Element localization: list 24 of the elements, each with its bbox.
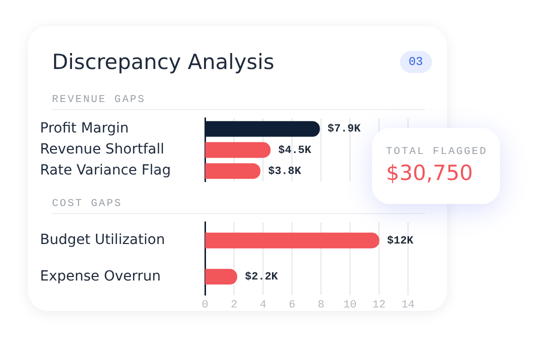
y-tick-label: Rate Variance Flag xyxy=(40,162,171,179)
annotation: $30,750 xyxy=(386,161,474,185)
text: REVENUE GAPS xyxy=(52,94,425,110)
y-tick-label: Revenue Shortfall xyxy=(40,142,164,158)
chart-title: Discrepancy Analysis xyxy=(52,50,274,74)
x-tick-label: 10 xyxy=(343,299,357,312)
y-tick-label: Budget Utilization xyxy=(40,232,165,248)
text: COST GAPS xyxy=(52,198,425,214)
data-label: $12K xyxy=(387,234,414,248)
data-label: $3.8K xyxy=(268,164,302,178)
y-tick-label: Profit Margin xyxy=(40,120,129,137)
x-tick-label: 6 xyxy=(288,299,296,312)
text: TOTAL FLAGGED xyxy=(386,146,488,158)
x-tick-label: 8 xyxy=(318,299,324,312)
x-tick-label: 4 xyxy=(260,299,267,312)
data-label: $4.5K xyxy=(278,144,312,157)
y-tick-label: Expense Overrun xyxy=(40,268,161,284)
text: 03 xyxy=(400,51,432,73)
x-tick-label: 2 xyxy=(230,299,238,312)
x-tick-label: 14 xyxy=(401,299,415,312)
data-label: $2.2K xyxy=(244,270,278,284)
x-tick-label: 0 xyxy=(202,299,208,312)
x-tick-label: 12 xyxy=(372,299,386,312)
data-label: $7.9K xyxy=(328,122,361,136)
